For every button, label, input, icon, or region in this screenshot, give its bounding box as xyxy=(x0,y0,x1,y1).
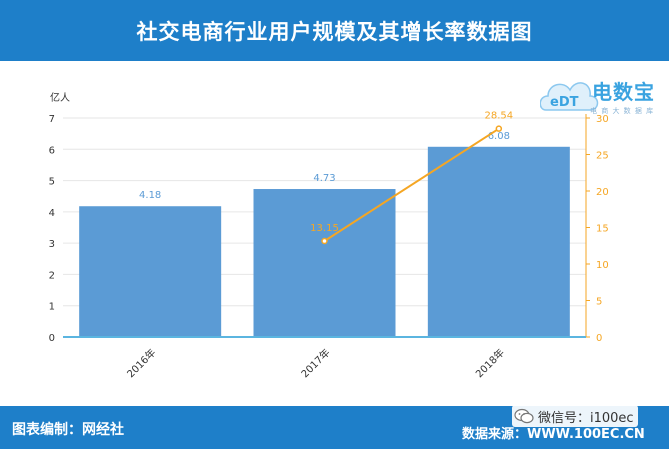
y-left-tick-label: 6 xyxy=(49,145,55,156)
y-left-tick-label: 7 xyxy=(49,114,55,125)
line-value-label: 13.15 xyxy=(310,223,339,234)
bar xyxy=(253,189,396,337)
bar xyxy=(79,206,222,337)
y-right-tick-label: 10 xyxy=(596,260,609,271)
bar-value-label: 4.18 xyxy=(139,190,161,201)
chart-area: 0 1 2 3 4 5 6 7 亿人 0 5 10 15 20 25 30 4.18 2016年 4.73 2017年… xyxy=(0,61,669,406)
x-tick-label: 2018年 xyxy=(473,346,507,380)
y-left-tick-label: 3 xyxy=(49,239,55,250)
footer-source: 数据来源：WWW.100EC.CN xyxy=(462,427,645,442)
line-value-label: 28.54 xyxy=(485,111,514,122)
y-right-tick-label: 30 xyxy=(596,114,609,125)
y-left-axis-label: 亿人 xyxy=(50,91,70,104)
wechat-badge: 微信号：i100ec xyxy=(512,405,638,427)
logo-badge: eDT xyxy=(550,95,579,110)
footer-credit: 图表编制：网经社 xyxy=(12,422,124,438)
y-right-tick-label: 5 xyxy=(596,297,602,308)
y-right-tick-label: 20 xyxy=(596,187,609,198)
y-right-tick-label: 0 xyxy=(596,333,602,344)
y-left-tick-label: 2 xyxy=(49,270,55,281)
growth-rate-line xyxy=(323,127,500,242)
wechat-icon xyxy=(514,408,534,424)
line-point xyxy=(321,237,328,245)
chart-svg: 0 1 2 3 4 5 6 7 亿人 0 5 10 15 20 25 30 4.18 2016年 4.73 2017年… xyxy=(49,91,609,380)
bar-value-label: 4.73 xyxy=(313,173,335,184)
y-right-tick-label: 15 xyxy=(596,224,609,235)
wechat-id: 微信号：i100ec xyxy=(538,410,634,426)
page-title: 社交电商行业用户规模及其增长率数据图 xyxy=(136,19,533,44)
y-left-tick-label: 4 xyxy=(49,208,55,219)
y-left-tick-label: 0 xyxy=(49,333,55,344)
logo-name: 电数宝 xyxy=(592,80,655,104)
y-left-tick-label: 5 xyxy=(49,177,55,188)
line-point xyxy=(495,125,503,132)
bar-value-label: 6.08 xyxy=(488,131,510,142)
title-bar: 社交电商行业用户规模及其增长率数据图 xyxy=(0,0,669,61)
y-right-tick-label: 25 xyxy=(596,151,609,162)
x-tick-label: 2017年 xyxy=(298,346,332,380)
y-left-tick-label: 1 xyxy=(49,302,55,313)
bar xyxy=(427,146,570,337)
brand-logo: eDT xyxy=(540,82,599,111)
logo-tagline: 电 商 大 数 据 库 xyxy=(590,107,655,115)
x-tick-label: 2016年 xyxy=(124,346,158,380)
